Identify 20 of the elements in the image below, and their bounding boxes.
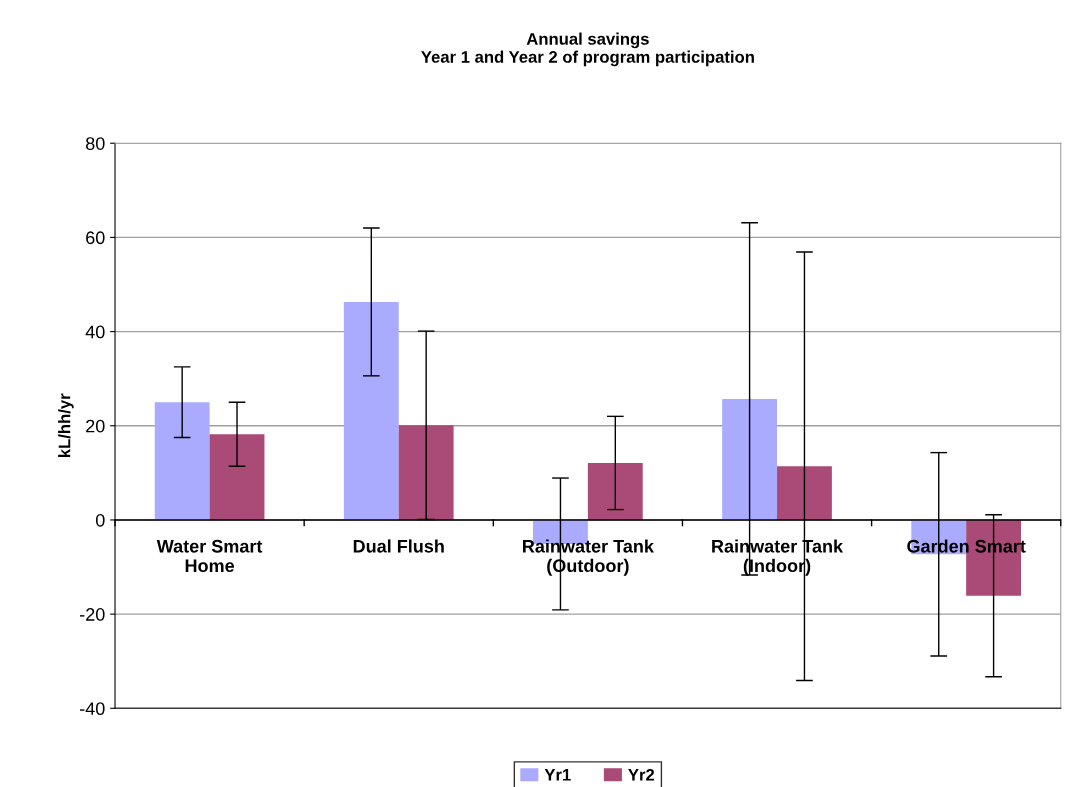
y-tick-label: 60 [86,231,105,245]
y-axis-title: kL/hh/yr [58,393,74,458]
y-tick-label: 0 [95,513,105,527]
y-tick-label: 20 [86,419,105,433]
y-tick-label: 80 [86,137,105,150]
bar [722,398,778,520]
chart-title: Annual savings Year 1 and Year 2 of program participation [421,32,754,67]
bar [343,301,399,520]
bar [587,462,643,520]
x-tick-label: Dual Flush [353,539,444,553]
bar [154,402,210,520]
legend-label: Yr2 [628,768,655,781]
y-tick-label: 40 [85,325,105,339]
bar [777,466,832,520]
bar [209,434,265,520]
legend-label: Yr1 [544,769,571,781]
x-tick-label: Water Smart Home [156,539,263,573]
bar [398,425,454,520]
y-tick-label: -20 [80,608,105,621]
y-tick-label: -40 [80,702,105,716]
